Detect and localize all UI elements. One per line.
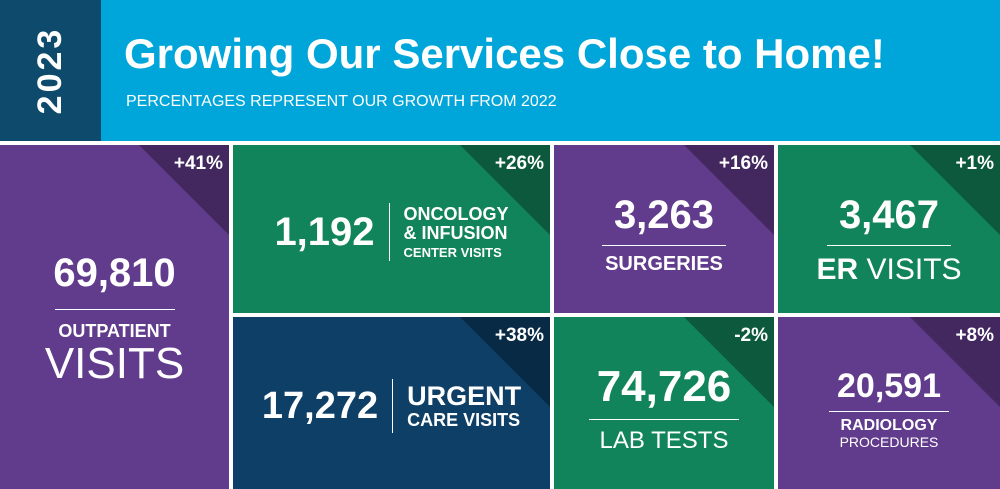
label: CENTER VISITS xyxy=(403,244,502,260)
growth: -2% xyxy=(734,325,768,346)
rule xyxy=(827,245,951,246)
value: 74,726 xyxy=(596,362,732,411)
value: 69,810 xyxy=(53,251,176,295)
tile: -2% 74,726 LAB TESTS xyxy=(554,317,774,489)
tile: +26% 1,192 ONCOLOGY & INFUSION CENTER VI… xyxy=(233,145,550,313)
label: VISITS xyxy=(44,338,185,388)
label: VISITS xyxy=(866,253,962,286)
growth: +16% xyxy=(718,153,768,174)
label: URGENT xyxy=(407,381,522,412)
tile: +8% 20,591 RADIOLOGY PROCEDURES xyxy=(778,317,1000,489)
label: OUTPATIENT xyxy=(58,321,171,341)
rule xyxy=(602,245,726,246)
label: CARE VISITS xyxy=(407,409,521,430)
year: 2023 xyxy=(31,26,69,115)
value: 3,263 xyxy=(613,193,715,237)
growth: +26% xyxy=(494,153,544,174)
rule xyxy=(829,411,949,412)
tile: +16% 3,263 SURGERIES xyxy=(554,145,774,313)
growth: +8% xyxy=(955,325,994,346)
value: 17,272 xyxy=(261,385,379,427)
year-band xyxy=(0,0,101,141)
value: 3,467 xyxy=(838,193,940,237)
label: RADIOLOGY xyxy=(840,417,938,434)
label: LAB TESTS xyxy=(599,427,729,454)
label: ER xyxy=(816,253,859,286)
divider xyxy=(392,379,394,433)
rule xyxy=(589,419,739,420)
divider xyxy=(388,203,390,261)
growth: +38% xyxy=(494,325,544,346)
tile: +38% 17,272 URGENT CARE VISITS xyxy=(233,317,550,489)
subtitle: PERCENTAGES REPRESENT OUR GROWTH FROM 20… xyxy=(126,93,557,110)
tile: +41% 69,810 OUTPATIENT VISITS xyxy=(0,145,229,489)
label: PROCEDURES xyxy=(839,433,939,450)
label: ONCOLOGY xyxy=(403,203,509,224)
header: 2023 Growing Our Services Close to Home!… xyxy=(0,0,1000,141)
label: SURGERIES xyxy=(605,253,723,275)
title: Growing Our Services Close to Home! xyxy=(124,30,885,77)
tile: +1% 3,467 ER VISITS xyxy=(778,145,1000,313)
label: & INFUSION xyxy=(403,222,508,243)
rule xyxy=(54,309,175,310)
value: 1,192 xyxy=(274,210,375,254)
growth: +41% xyxy=(173,153,223,174)
growth: +1% xyxy=(955,153,994,174)
value: 20,591 xyxy=(837,367,941,405)
